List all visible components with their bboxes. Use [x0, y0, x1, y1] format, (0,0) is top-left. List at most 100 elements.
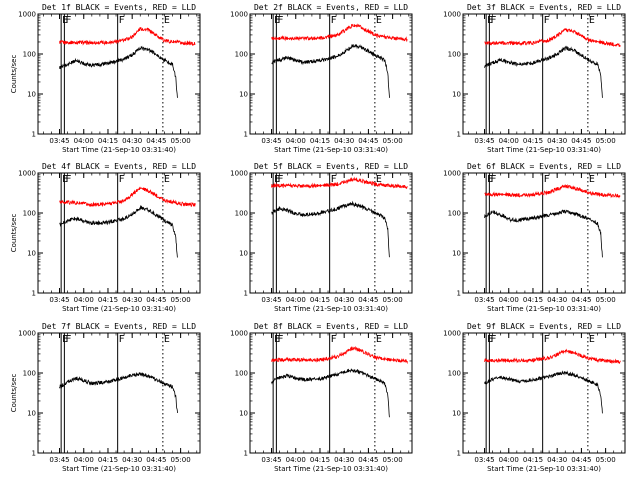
- x-tick-label: 03:45: [261, 296, 281, 304]
- x-tick-label: 04:00: [499, 137, 519, 145]
- plot-frame: [37, 13, 201, 135]
- y-tick-label: 10: [452, 250, 461, 258]
- event-flag-label: E: [164, 174, 170, 185]
- event-flag-label: F: [277, 15, 283, 26]
- x-tick-label: 03:45: [49, 456, 69, 464]
- y-tick-label: 1000: [230, 11, 248, 19]
- y-tick-label: 1: [457, 131, 461, 139]
- x-tick-label: 04:00: [499, 296, 519, 304]
- event-flag-label: E: [589, 334, 595, 345]
- series-line-lld: [484, 27, 621, 47]
- y-tick-label: 1: [32, 131, 36, 139]
- plot-frame: [37, 172, 201, 294]
- x-tick-label: 04:30: [334, 137, 354, 145]
- x-tick-label: 04:45: [146, 296, 166, 304]
- x-axis-label: Start Time (21-Sep-10 03:31:40): [487, 465, 601, 473]
- series-line-events: [484, 45, 603, 98]
- x-tick-label: 04:00: [74, 296, 94, 304]
- x-tick-label: 04:00: [286, 137, 306, 145]
- event-flag-label: E: [274, 334, 280, 345]
- event-flag-label: E: [589, 174, 595, 185]
- series-line-lld: [484, 183, 621, 199]
- x-tick-label: 05:00: [596, 456, 616, 464]
- y-tick-label: 100: [235, 210, 248, 218]
- series-line-lld: [271, 176, 408, 190]
- plot-frame: [462, 172, 626, 294]
- x-tick-label: 04:15: [310, 296, 330, 304]
- series-line-lld: [271, 345, 408, 365]
- y-tick-label: 10: [452, 91, 461, 99]
- series-line-events: [59, 45, 178, 98]
- x-tick-label: 05:00: [383, 456, 403, 464]
- x-axis-label: Start Time (21-Sep-10 03:31:40): [274, 305, 388, 313]
- x-tick-label: 05:00: [171, 296, 191, 304]
- x-tick-label: 05:00: [383, 296, 403, 304]
- x-tick-label: 04:15: [310, 137, 330, 145]
- event-flag-label: F: [331, 174, 337, 185]
- event-flag-label: E: [487, 334, 493, 345]
- event-flag-label: F: [490, 174, 496, 185]
- y-tick-label: 10: [27, 410, 36, 418]
- x-axis-label: Start Time (21-Sep-10 03:31:40): [62, 465, 176, 473]
- event-flag-label: F: [544, 334, 550, 345]
- plot-frame: [462, 332, 626, 454]
- x-tick-label: 04:00: [286, 456, 306, 464]
- plot-frame: [249, 172, 413, 294]
- y-tick-label: 100: [448, 210, 461, 218]
- y-tick-label: 1: [244, 450, 248, 458]
- x-tick-label: 04:45: [146, 456, 166, 464]
- y-axis-label: Counts/sec: [10, 374, 18, 413]
- event-flag-label: E: [62, 334, 68, 345]
- chart-title: Det 1f BLACK = Events, RED = LLD: [42, 3, 196, 12]
- x-tick-label: 03:45: [261, 137, 281, 145]
- chart-title: Det 3f BLACK = Events, RED = LLD: [467, 3, 621, 12]
- event-flag-label: F: [65, 334, 71, 345]
- y-tick-label: 1000: [18, 330, 36, 338]
- x-tick-label: 04:15: [523, 296, 543, 304]
- chart-title: Det 2f BLACK = Events, RED = LLD: [254, 3, 408, 12]
- y-tick-label: 10: [27, 250, 36, 258]
- event-flag-label: F: [490, 15, 496, 26]
- y-tick-label: 100: [23, 51, 36, 59]
- x-axis-label: Start Time (21-Sep-10 03:31:40): [62, 146, 176, 154]
- series-line-events: [271, 43, 390, 98]
- x-tick-label: 04:30: [122, 296, 142, 304]
- event-flag-label: F: [277, 174, 283, 185]
- series-line-events: [59, 372, 178, 413]
- event-flag-label: F: [65, 15, 71, 26]
- event-flag-label: F: [119, 174, 125, 185]
- x-tick-label: 04:15: [310, 456, 330, 464]
- chart-panel-4: Det 4f BLACK = Events, RED = LLD 1 10 100 10…: [10, 162, 201, 313]
- chart-panel-1: Det 1f BLACK = Events, RED = LLD 1 10 100 10…: [10, 3, 201, 154]
- x-tick-label: 04:15: [98, 137, 118, 145]
- y-axis-label: Counts/sec: [10, 214, 18, 253]
- event-flag-label: E: [589, 15, 595, 26]
- event-flag-label: F: [119, 334, 125, 345]
- y-tick-label: 100: [448, 51, 461, 59]
- y-axis-label: Counts/sec: [10, 55, 18, 94]
- y-tick-label: 10: [239, 410, 248, 418]
- x-tick-label: 03:45: [49, 137, 69, 145]
- y-tick-label: 1000: [443, 170, 461, 178]
- plot-frame: [37, 332, 201, 454]
- x-tick-label: 03:45: [474, 456, 494, 464]
- y-tick-label: 1: [457, 290, 461, 298]
- x-tick-label: 03:45: [49, 296, 69, 304]
- series-line-lld: [271, 23, 408, 43]
- x-tick-label: 03:45: [474, 137, 494, 145]
- x-tick-label: 04:45: [146, 137, 166, 145]
- chart-panel-2: Det 2f BLACK = Events, RED = LLD 1 10 100 10…: [230, 3, 413, 154]
- x-tick-label: 03:45: [474, 296, 494, 304]
- x-tick-label: 04:30: [122, 137, 142, 145]
- y-tick-label: 100: [23, 210, 36, 218]
- x-tick-label: 03:45: [261, 456, 281, 464]
- chart-title: Det 5f BLACK = Events, RED = LLD: [254, 162, 408, 171]
- event-flag-label: F: [65, 174, 71, 185]
- y-tick-label: 1: [32, 290, 36, 298]
- x-axis-label: Start Time (21-Sep-10 03:31:40): [487, 146, 601, 154]
- y-tick-label: 100: [448, 370, 461, 378]
- x-tick-label: 04:30: [547, 137, 567, 145]
- y-tick-label: 10: [452, 410, 461, 418]
- event-flag-label: E: [487, 15, 493, 26]
